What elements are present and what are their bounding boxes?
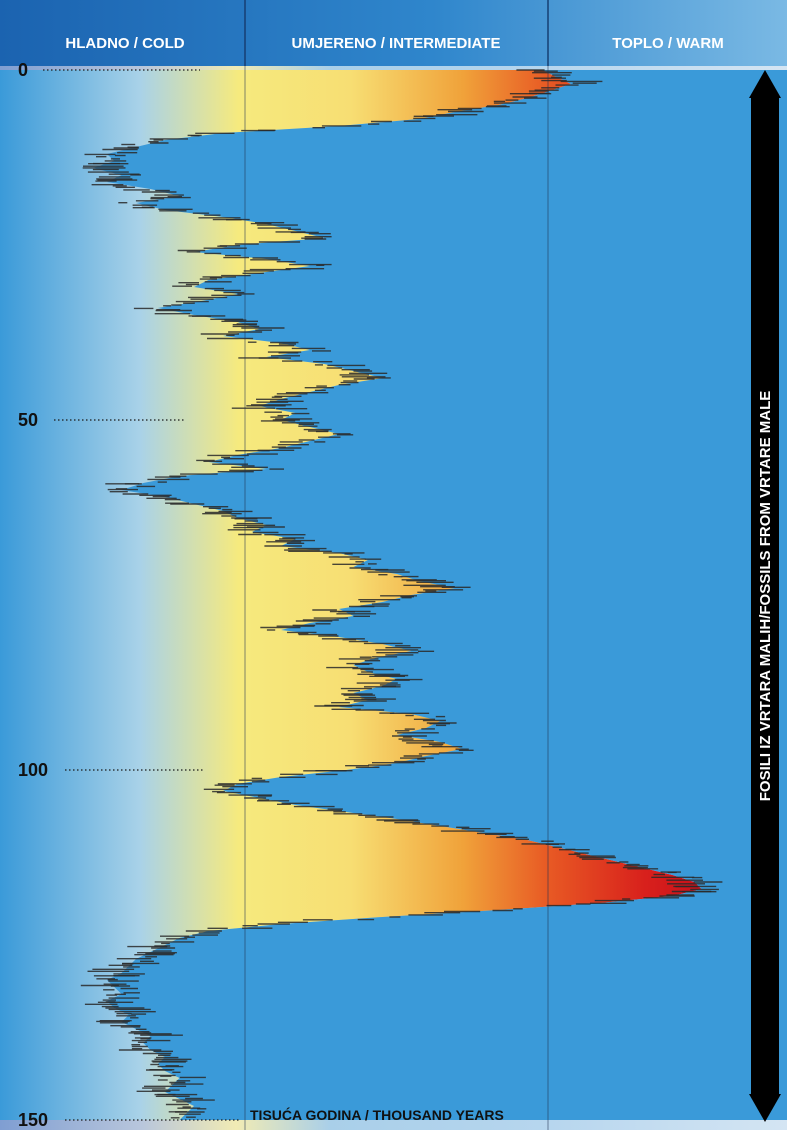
temperature-area-fill — [0, 70, 702, 1120]
side-bar — [751, 96, 779, 1096]
side-arrow-top-icon — [749, 70, 781, 98]
y-tick-label: 0 — [18, 60, 28, 80]
side-arrow-bottom-icon — [749, 1094, 781, 1122]
header-cold-label: HLADNO / COLD — [65, 35, 184, 52]
y-axis-ticks: 0 50 100 150 — [18, 60, 240, 1130]
header-warm-label: TOPLO / WARM — [612, 35, 723, 52]
curve-edge-lines — [80, 69, 723, 1119]
side-arrow-bar: FOSILI IZ VRTARA MALIH/FOSSILS FROM VRTA… — [749, 70, 781, 1122]
header-intermediate-label: UMJERENO / INTERMEDIATE — [292, 35, 501, 52]
y-tick-label: 50 — [18, 410, 38, 430]
y-tick-label: 150 — [18, 1110, 48, 1130]
x-unit-label: TISUĆA GODINA / THOUSAND YEARS — [250, 1106, 504, 1123]
side-label: FOSILI IZ VRTARA MALIH/FOSSILS FROM VRTA… — [757, 391, 774, 802]
y-tick-label: 100 — [18, 760, 48, 780]
header-band — [0, 0, 787, 66]
